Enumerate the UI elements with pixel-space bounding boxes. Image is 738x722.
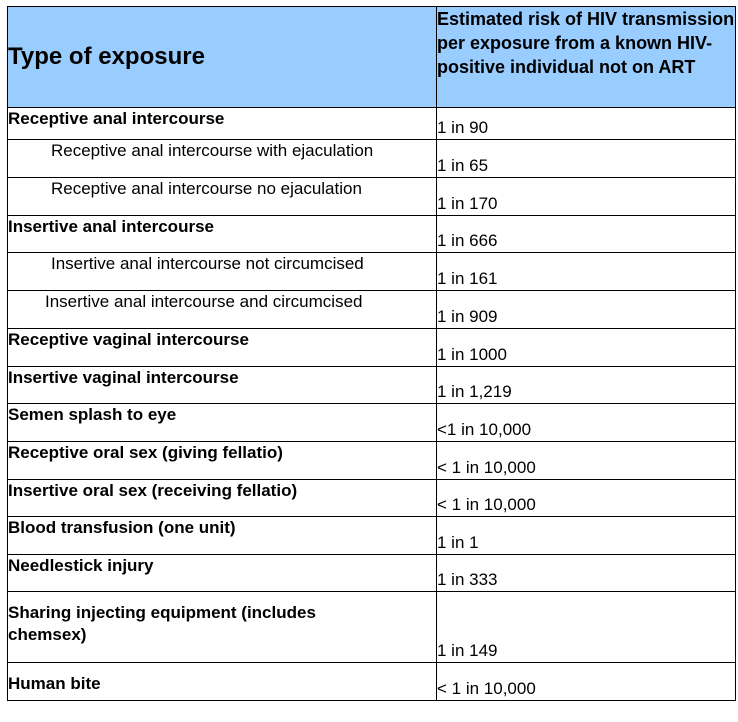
table-row: Receptive vaginal intercourse 1 in 1000 [7,328,736,367]
exposure-cell: Semen splash to eye [7,403,437,442]
risk-cell: 1 in 909 [436,290,736,329]
table-row: Receptive anal intercourse with ejaculat… [7,139,736,178]
exposure-cell: Receptive anal intercourse [7,107,437,140]
risk-cell: 1 in 170 [436,177,736,216]
table-row: Insertive anal intercourse 1 in 666 [7,215,736,253]
table-row: Receptive anal intercourse 1 in 90 [7,107,736,140]
risk-cell: < 1 in 10,000 [436,479,736,517]
table-row: Human bite < 1 in 10,000 [7,662,736,701]
header-row: Type of exposure Estimated risk of HIV t… [7,6,736,108]
header-estimated-risk: Estimated risk of HIV transmission per e… [436,6,736,108]
exposure-cell: Needlestick injury [7,554,437,592]
risk-cell: 1 in 333 [436,554,736,592]
risk-cell: 1 in 90 [436,107,736,140]
risk-cell: 1 in 161 [436,252,736,291]
exposure-cell: Insertive anal intercourse and circumcis… [7,290,437,329]
exposure-cell: Sharing injecting equipment (includes ch… [7,591,437,663]
risk-cell: <1 in 10,000 [436,403,736,442]
table-row: Receptive anal intercourse no ejaculatio… [7,177,736,216]
exposure-cell: Blood transfusion (one unit) [7,516,437,555]
risk-cell: 1 in 666 [436,215,736,253]
risk-cell: 1 in 1 [436,516,736,555]
exposure-cell: Insertive anal intercourse [7,215,437,253]
header-type-of-exposure: Type of exposure [7,6,437,108]
risk-cell: 1 in 65 [436,139,736,178]
table-row: Insertive vaginal intercourse 1 in 1,219 [7,366,736,404]
exposure-cell: Receptive anal intercourse no ejaculatio… [7,177,437,216]
exposure-cell: Receptive vaginal intercourse [7,328,437,367]
risk-cell: 1 in 1000 [436,328,736,367]
risk-cell: < 1 in 10,000 [436,441,736,480]
table-row: Insertive oral sex (receiving fellatio) … [7,479,736,517]
exposure-cell: Insertive anal intercourse not circumcis… [7,252,437,291]
hiv-risk-table: Type of exposure Estimated risk of HIV t… [7,6,736,701]
exposure-cell: Receptive anal intercourse with ejaculat… [7,139,437,178]
exposure-cell: Receptive oral sex (giving fellatio) [7,441,437,480]
risk-cell: < 1 in 10,000 [436,662,736,701]
table-row: Blood transfusion (one unit) 1 in 1 [7,516,736,555]
table-row: Insertive anal intercourse not circumcis… [7,252,736,291]
table-row: Receptive oral sex (giving fellatio) < 1… [7,441,736,480]
exposure-cell: Insertive vaginal intercourse [7,366,437,404]
exposure-cell: Human bite [7,662,437,701]
table-row: Insertive anal intercourse and circumcis… [7,290,736,329]
risk-cell: 1 in 149 [436,591,736,663]
table-row: Semen splash to eye <1 in 10,000 [7,403,736,442]
table-row: Needlestick injury 1 in 333 [7,554,736,592]
exposure-cell: Insertive oral sex (receiving fellatio) [7,479,437,517]
table-row: Sharing injecting equipment (includes ch… [7,591,736,663]
risk-cell: 1 in 1,219 [436,366,736,404]
